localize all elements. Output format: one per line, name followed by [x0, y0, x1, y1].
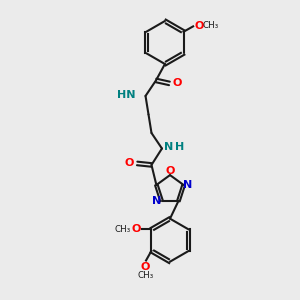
Text: N: N: [164, 142, 174, 152]
Text: O: O: [172, 78, 182, 88]
Text: O: O: [132, 224, 141, 234]
Text: HN: HN: [117, 90, 135, 100]
Text: CH₃: CH₃: [202, 21, 218, 30]
Text: O: O: [124, 158, 134, 168]
Text: O: O: [141, 262, 150, 272]
Text: O: O: [165, 166, 175, 176]
Text: N: N: [152, 196, 162, 206]
Text: CH₃: CH₃: [114, 225, 130, 234]
Text: CH₃: CH₃: [137, 271, 154, 280]
Text: O: O: [194, 21, 203, 31]
Text: N: N: [184, 180, 193, 190]
Text: H: H: [175, 142, 184, 152]
